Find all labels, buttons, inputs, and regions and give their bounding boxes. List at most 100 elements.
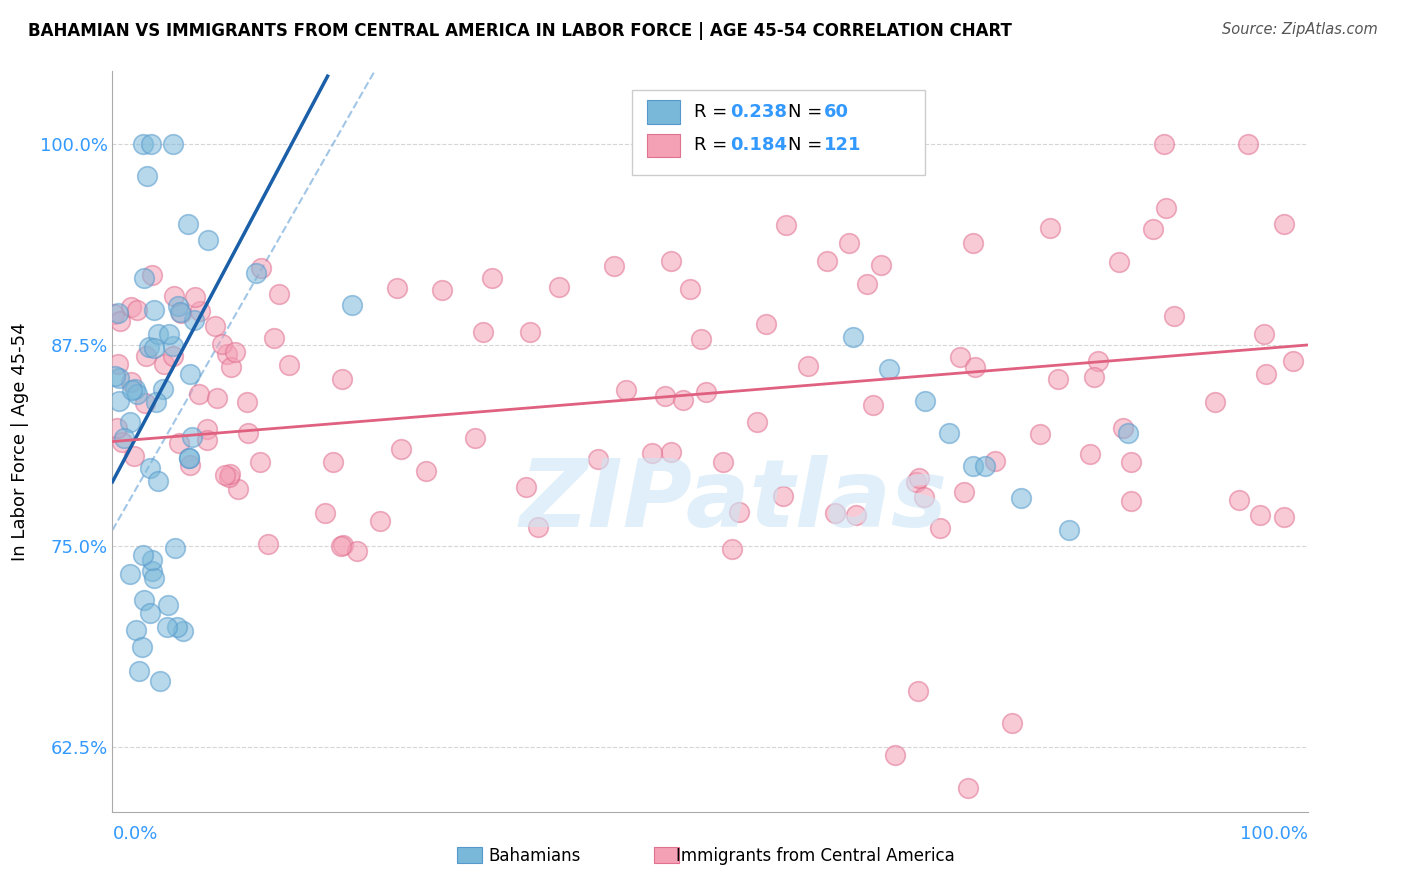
Point [204,319,226,334]
Point [179,367,201,381]
Point [143,341,166,355]
Text: 121: 121 [824,136,860,154]
Point [236,425,259,440]
Point [515,480,537,494]
Point [1254,367,1277,381]
Point [250,261,273,276]
Text: 0.238: 0.238 [730,103,787,121]
Point [772,489,794,503]
Point [107,306,129,320]
Point [755,318,778,332]
Point [195,433,218,447]
Point [132,136,155,151]
Point [1227,493,1250,508]
Point [346,544,368,558]
Point [641,446,664,460]
Text: ZIPatlas: ZIPatlas [520,455,948,547]
Point [974,458,997,473]
Point [103,307,125,321]
Point [586,452,609,467]
Point [415,464,437,478]
Point [797,359,820,374]
Point [322,455,344,469]
Point [1083,369,1105,384]
Point [166,620,188,634]
Point [1249,508,1271,522]
Point [965,360,987,375]
Point [1028,426,1050,441]
Point [728,505,751,519]
Point [103,369,125,384]
Point [1272,510,1295,524]
FancyBboxPatch shape [633,90,925,175]
Point [118,567,141,582]
Point [162,339,184,353]
Point [125,387,148,401]
Point [105,421,128,435]
Point [163,289,186,303]
Point [962,235,984,250]
Point [172,624,194,638]
Point [124,623,146,637]
Point [838,235,860,250]
Point [218,470,240,484]
Text: 0.184: 0.184 [730,136,787,154]
Bar [654,847,679,863]
Point [614,384,637,398]
Point [157,598,180,612]
Text: Source: ZipAtlas.com: Source: ZipAtlas.com [1222,22,1378,37]
Point [1057,523,1080,537]
Point [548,280,571,294]
Point [332,538,354,552]
Point [157,326,180,341]
Point [107,394,129,409]
Y-axis label: In Labor Force | Age 45-54: In Labor Force | Age 45-54 [10,322,28,561]
Point [389,442,412,456]
Point [1253,326,1275,341]
Point [1010,491,1032,505]
Point [1272,217,1295,231]
Point [914,394,936,409]
Point [188,304,211,318]
Point [842,330,865,344]
Point [962,458,984,473]
Point [1039,221,1062,235]
Point [141,565,163,579]
Point [929,521,952,535]
Point [672,393,695,408]
Point [267,287,290,301]
Point [824,506,846,520]
Point [856,277,879,292]
Point [775,218,797,232]
Point [149,674,172,689]
Point [957,780,980,795]
Point [124,383,146,397]
Text: Immigrants from Central America: Immigrants from Central America [676,847,955,865]
Point [1078,446,1101,460]
Point [1112,421,1135,435]
Point [128,665,150,679]
Point [1046,372,1069,386]
Point [263,331,285,345]
Point [1121,455,1143,469]
Point [134,271,156,285]
Point [1108,255,1130,269]
Point [815,254,838,268]
Point [904,475,927,489]
Point [141,553,163,567]
Point [256,537,278,551]
Point [142,571,165,585]
Point [120,415,142,429]
Bar [457,847,482,863]
Text: N =: N = [787,103,828,121]
Point [430,284,453,298]
Text: 100.0%: 100.0% [1240,824,1308,843]
Point [471,325,494,339]
Point [138,340,160,354]
Point [368,514,391,528]
Text: R =: R = [695,136,734,154]
Point [659,254,682,268]
Point [527,520,550,534]
Point [329,539,352,553]
Point [169,304,191,318]
